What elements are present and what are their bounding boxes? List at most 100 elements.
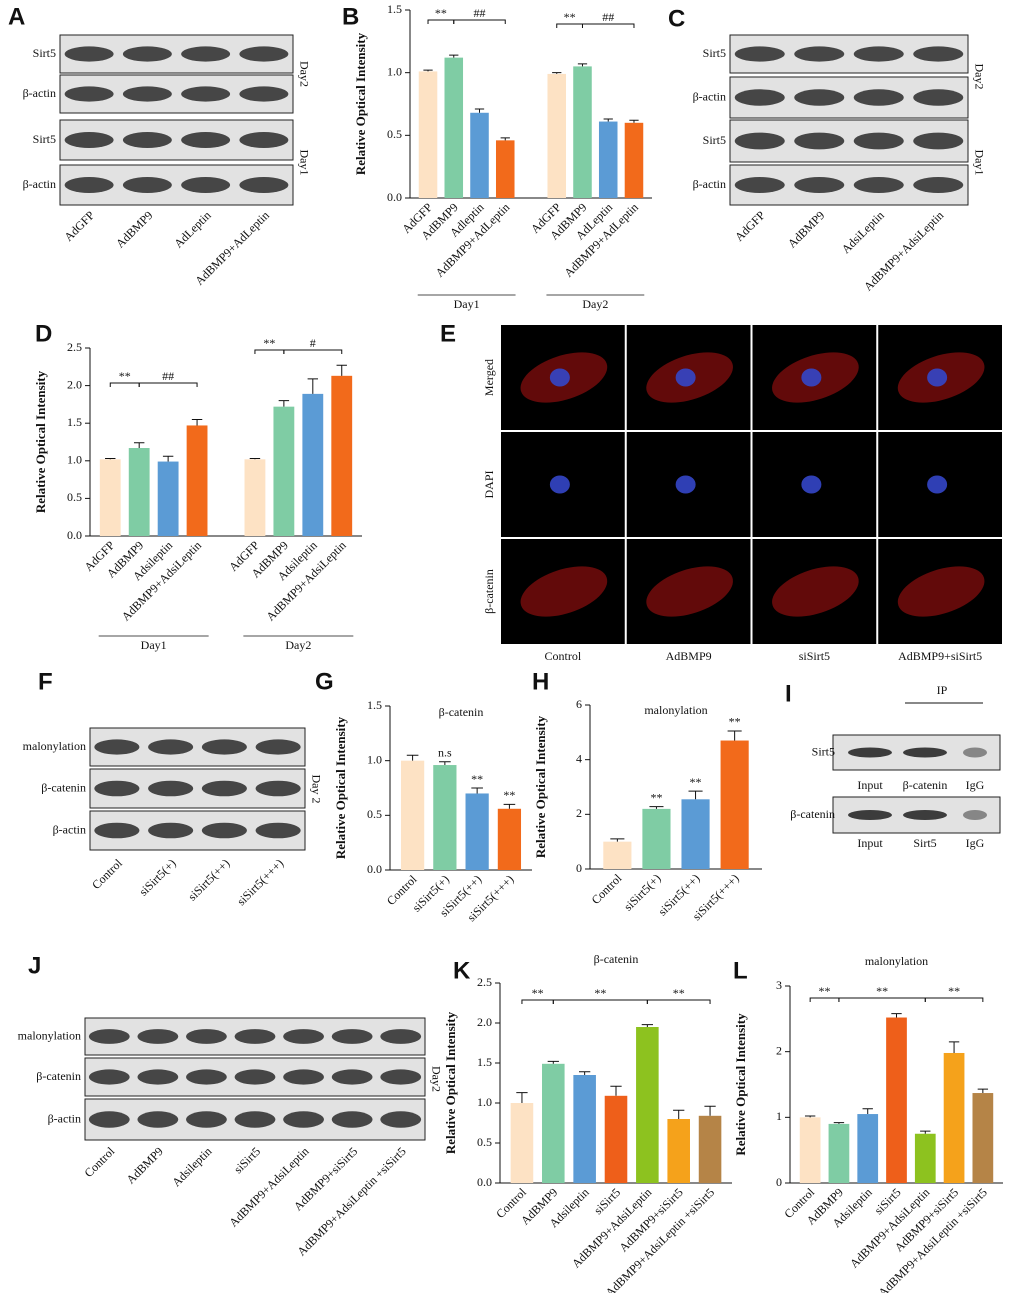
lane-label: IgG (966, 778, 985, 792)
blot-band (913, 89, 964, 106)
lane-label: siSirt5(++) (185, 856, 232, 903)
if-column-label: AdBMP9 (666, 649, 712, 663)
blot-band (283, 1029, 324, 1044)
bar (302, 393, 324, 536)
y-tick-label: 3 (776, 978, 782, 992)
significance-bracket (254, 349, 285, 354)
significance-bracket (552, 999, 648, 1004)
y-axis-label: Relative Optical Intensity (533, 715, 548, 858)
blot-band (181, 177, 231, 193)
blot-band (88, 1029, 130, 1044)
bar (681, 799, 710, 869)
error-bar (191, 418, 203, 426)
cell-signal (772, 566, 859, 617)
y-tick-label: 0.0 (477, 1175, 492, 1189)
chart-title: β-catenin (439, 705, 484, 719)
y-tick-label: 0.5 (477, 1135, 492, 1149)
blot-band (794, 132, 845, 150)
blot-row-label: Sirt5 (33, 46, 56, 60)
bar (510, 1103, 534, 1183)
blot-band (848, 810, 892, 820)
blot-band (88, 1111, 130, 1128)
blot-band (380, 1111, 422, 1128)
lane-label: AdBMP9 (113, 208, 155, 250)
blot-band (122, 46, 172, 62)
bar (914, 1133, 936, 1183)
error-bar (704, 1105, 716, 1116)
blot-band (903, 747, 947, 758)
y-tick-label: 2.0 (67, 377, 82, 391)
blot-band (734, 177, 785, 193)
error-bar (547, 1060, 559, 1064)
blot-row-label: β-actin (23, 86, 56, 100)
lane-label: AdGFP (732, 208, 768, 244)
y-tick-label: 1.5 (477, 1055, 492, 1069)
y-tick-label: 2 (576, 806, 582, 820)
significance-label: ** (564, 10, 576, 24)
bar (642, 808, 671, 869)
error-bar (977, 1088, 989, 1094)
bar (636, 1027, 659, 1183)
bar (157, 461, 179, 536)
error-bar (423, 69, 433, 72)
blot-band (734, 46, 785, 62)
significance-bracket (138, 382, 198, 387)
cell-signal (897, 566, 985, 617)
error-bar (629, 119, 639, 123)
blot-band (239, 132, 289, 148)
blot-band (331, 1111, 373, 1128)
error-bar (579, 1071, 591, 1075)
panel-letter: F (38, 668, 53, 695)
significance-label: ** (819, 984, 831, 998)
panel-letter: K (453, 957, 471, 984)
error-bar (105, 458, 116, 460)
if-row-label: DAPI (482, 470, 496, 498)
blot-band (186, 1029, 227, 1044)
blot-band (794, 46, 845, 62)
blot-band (186, 1069, 227, 1085)
blot-band (380, 1029, 422, 1044)
y-axis-label: Relative Optical Intensity (333, 716, 348, 859)
lane-label: siSirt5(+++) (234, 856, 286, 908)
blot-band (94, 739, 140, 755)
blot-band (255, 739, 301, 755)
blot-row-label: β-actin (23, 177, 56, 191)
blot-band (283, 1069, 324, 1085)
bar (604, 1095, 628, 1183)
blot-row-label: β-actin (693, 177, 726, 191)
bar (331, 375, 353, 536)
if-column-label: AdBMP9+siSirt5 (898, 649, 982, 663)
blot-band (848, 747, 892, 758)
nucleus (927, 475, 948, 494)
chart-title: malonylation (865, 954, 928, 968)
error-bar (552, 72, 562, 74)
nucleus (801, 475, 822, 494)
error-bar (307, 378, 319, 394)
blot-band (94, 780, 140, 797)
bar (667, 1119, 690, 1183)
blot-band (181, 132, 231, 148)
significance-label: ** (876, 984, 888, 998)
bar (573, 1075, 596, 1183)
panel-letter: I (785, 680, 792, 707)
lane-label: Control (89, 856, 125, 892)
nucleus (927, 368, 948, 387)
lane-label: Input (857, 836, 883, 850)
error-bar (500, 137, 510, 141)
blot-band (913, 177, 964, 193)
cell-signal (646, 566, 733, 617)
y-tick-label: 4 (576, 751, 582, 765)
lane-label: Adsileptin (169, 1144, 214, 1189)
blot-band (234, 1111, 276, 1128)
error-bar (439, 761, 451, 766)
blot-row-label: Sirt5 (703, 46, 726, 60)
significance-bracket (283, 349, 343, 354)
blot-band (331, 1069, 373, 1085)
blot-row-label: β-catenin (36, 1069, 81, 1083)
y-tick-label: 0.5 (67, 490, 82, 504)
lane-label: AdGFP (61, 208, 97, 244)
blot-band (122, 86, 172, 102)
lane-label: siSirt5(+) (136, 856, 179, 899)
bar (400, 760, 425, 870)
bar (128, 448, 150, 536)
